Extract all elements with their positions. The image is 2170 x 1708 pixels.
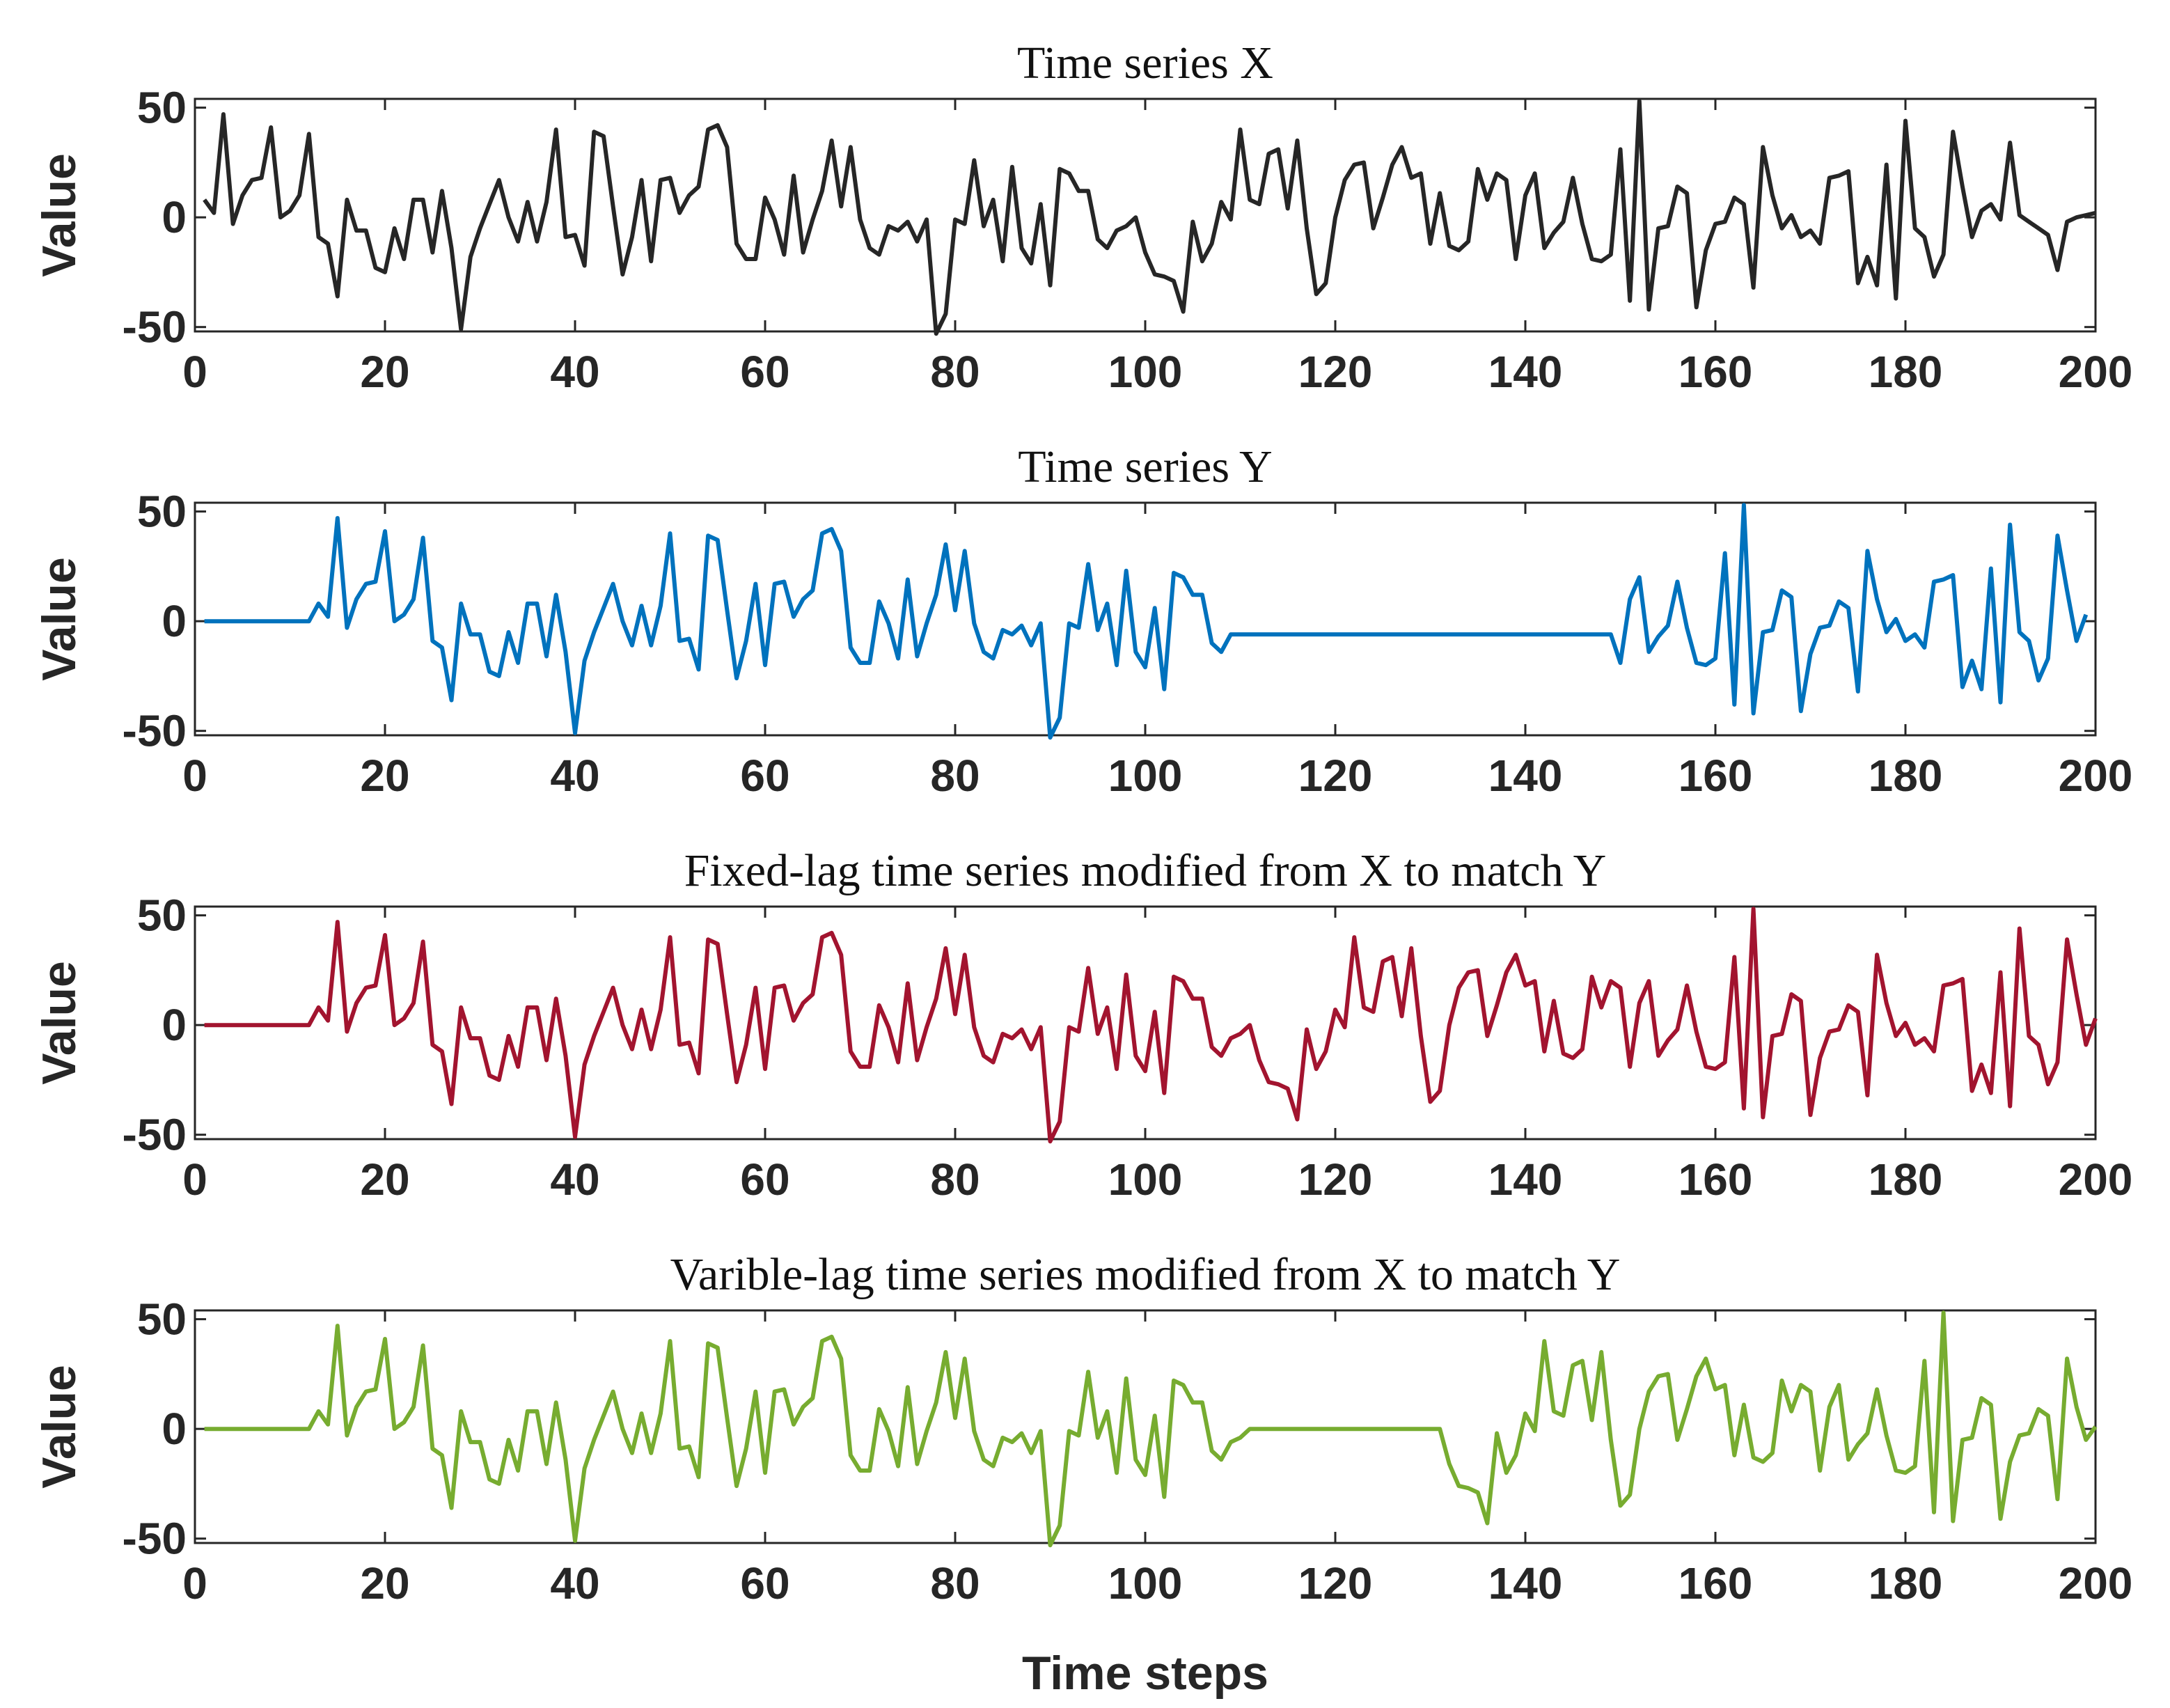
chart-title: Fixed-lag time series modified from X to… <box>684 845 1607 896</box>
x-tick-label: 120 <box>1298 751 1373 801</box>
y-tick-label: 0 <box>162 192 187 242</box>
x-tick-label: 80 <box>930 347 980 397</box>
plot-area <box>194 1309 2097 1544</box>
x-tick-label: 160 <box>1678 347 1753 397</box>
plot-area <box>194 501 2097 737</box>
y-tick-label: -50 <box>123 1110 187 1160</box>
y-tick-label: 0 <box>162 1000 187 1050</box>
y-axis-label: Value <box>33 557 86 681</box>
x-tick-label: 160 <box>1678 1154 1753 1205</box>
x-tick-label: 20 <box>360 1154 409 1205</box>
x-tick-label: 160 <box>1678 1558 1753 1608</box>
x-tick-label: 60 <box>740 751 789 801</box>
y-tick-label: -50 <box>123 302 187 352</box>
x-tick-label: 160 <box>1678 751 1753 801</box>
x-axis-label: Time steps <box>1022 1647 1268 1700</box>
x-tick-label: 100 <box>1108 1154 1183 1205</box>
y-tick-label: 50 <box>137 83 187 133</box>
x-tick-label: 200 <box>2059 347 2133 397</box>
x-tick-label: 80 <box>930 1558 980 1608</box>
y-axis-label: Value <box>33 961 86 1085</box>
x-tick-label: 180 <box>1869 347 1943 397</box>
y-tick-label: 50 <box>137 1294 187 1345</box>
x-tick-label: 200 <box>2059 751 2133 801</box>
x-tick-label: 60 <box>740 347 789 397</box>
x-tick-label: 100 <box>1108 347 1183 397</box>
x-tick-label: 180 <box>1869 751 1943 801</box>
y-axis-label: Value <box>33 1365 86 1489</box>
x-tick-label: 180 <box>1869 1154 1943 1205</box>
x-tick-label: 200 <box>2059 1154 2133 1205</box>
x-tick-label: 100 <box>1108 1558 1183 1608</box>
chart-title: Time series X <box>1017 38 1273 88</box>
x-tick-label: 80 <box>930 1154 980 1205</box>
y-axis-label: Value <box>33 153 86 277</box>
data-line <box>204 1310 2098 1548</box>
x-tick-label: 0 <box>182 347 207 397</box>
x-tick-label: 0 <box>182 1154 207 1205</box>
x-tick-label: 20 <box>360 1558 409 1608</box>
x-tick-label: 200 <box>2059 1558 2133 1608</box>
x-tick-label: 20 <box>360 347 409 397</box>
x-tick-label: 60 <box>740 1154 789 1205</box>
y-tick-label: 0 <box>162 596 187 646</box>
y-tick-label: 50 <box>137 487 187 537</box>
x-tick-label: 40 <box>550 1154 599 1205</box>
x-tick-label: 0 <box>182 751 207 801</box>
y-tick-label: 0 <box>162 1404 187 1454</box>
data-line <box>203 99 2096 336</box>
x-tick-label: 20 <box>360 751 409 801</box>
plot-area <box>194 97 2097 333</box>
data-line <box>204 503 2089 740</box>
plot-area <box>194 905 2097 1141</box>
x-tick-label: 120 <box>1298 1154 1373 1205</box>
x-tick-label: 140 <box>1488 1558 1563 1608</box>
x-tick-label: 140 <box>1488 1154 1563 1205</box>
x-tick-label: 40 <box>550 751 599 801</box>
x-tick-label: 120 <box>1298 347 1373 397</box>
x-tick-label: 180 <box>1869 1558 1943 1608</box>
chart-title: Varible-lag time series modified from X … <box>670 1249 1621 1300</box>
x-tick-label: 100 <box>1108 751 1183 801</box>
x-tick-label: 60 <box>740 1558 789 1608</box>
data-line <box>204 907 2098 1144</box>
x-tick-label: 80 <box>930 751 980 801</box>
y-tick-label: 50 <box>137 891 187 941</box>
x-tick-label: 140 <box>1488 751 1563 801</box>
x-tick-label: 140 <box>1488 347 1563 397</box>
x-tick-label: 40 <box>550 1558 599 1608</box>
chart-title: Time series Y <box>1018 441 1272 492</box>
x-tick-label: 120 <box>1298 1558 1373 1608</box>
x-tick-label: 0 <box>182 1558 207 1608</box>
y-tick-label: -50 <box>123 706 187 756</box>
y-tick-label: -50 <box>123 1514 187 1564</box>
x-tick-label: 40 <box>550 347 599 397</box>
